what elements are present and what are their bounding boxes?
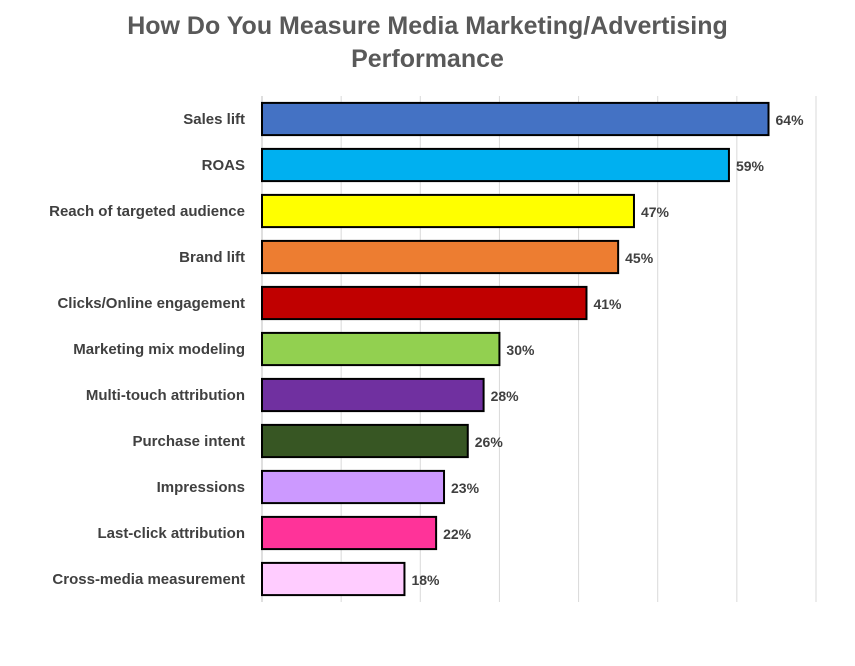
- category-label-3: Brand lift: [179, 249, 245, 266]
- category-label-10: Cross-media measurement: [52, 571, 245, 588]
- category-label-4: Clicks/Online engagement: [57, 295, 245, 312]
- value-label-8: 23%: [451, 480, 480, 496]
- bar-10: [261, 561, 406, 597]
- value-label-6: 28%: [491, 388, 520, 404]
- value-label-2: 47%: [641, 204, 670, 220]
- bar-6: [261, 377, 485, 413]
- value-label-1: 59%: [736, 158, 765, 174]
- category-label-8: Impressions: [157, 479, 245, 496]
- chart-title: How Do You Measure Media Marketing/Adver…: [0, 10, 855, 76]
- value-label-4: 41%: [593, 296, 622, 312]
- category-label-2: Reach of targeted audience: [49, 203, 245, 220]
- category-labels: Sales lift ROAS Reach of targeted audience…: [49, 111, 245, 588]
- bar-5: [261, 331, 501, 367]
- category-label-7: Purchase intent: [132, 433, 245, 450]
- bar-4: [261, 285, 588, 321]
- category-label-1: ROAS: [202, 157, 245, 174]
- bar-9: [261, 515, 438, 551]
- category-label-9: Last-click attribution: [97, 525, 245, 542]
- chart-title-line-2: Performance: [351, 45, 504, 73]
- bar-8: [261, 469, 446, 505]
- category-label-6: Multi-touch attribution: [86, 387, 245, 404]
- bar-0: [261, 101, 770, 137]
- value-label-9: 22%: [443, 526, 472, 542]
- bars: [261, 101, 770, 597]
- bar-2: [261, 193, 635, 229]
- value-label-0: 64%: [776, 112, 805, 128]
- bar-7: [261, 423, 469, 459]
- value-label-5: 30%: [506, 342, 535, 358]
- value-label-7: 26%: [475, 434, 504, 450]
- chart-title-line-1: How Do You Measure Media Marketing/Adver…: [127, 12, 728, 40]
- value-label-3: 45%: [625, 250, 654, 266]
- value-label-10: 18%: [411, 572, 440, 588]
- value-labels: 64% 59% 47% 45% 41% 30% 28% 26% 23% 22% 18%: [411, 112, 804, 588]
- bar-3: [261, 239, 620, 275]
- category-label-5: Marketing mix modeling: [73, 341, 245, 358]
- bar-1: [261, 147, 730, 183]
- category-label-0: Sales lift: [183, 111, 245, 128]
